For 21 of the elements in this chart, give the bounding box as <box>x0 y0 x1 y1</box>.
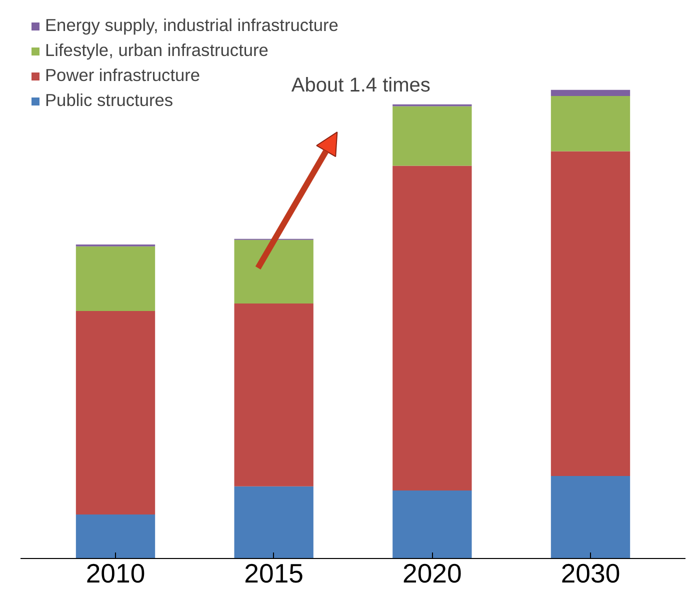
bar <box>550 90 630 96</box>
bar <box>234 486 314 558</box>
x-tick-label: 2015 <box>244 558 304 588</box>
bar <box>76 246 156 312</box>
bar <box>392 166 472 491</box>
legend-label: Public structures <box>45 90 174 111</box>
legend-label: Energy supply, industrial infrastructure <box>45 15 338 36</box>
bar <box>76 514 156 558</box>
legend-label: Lifestyle, urban infrastructure <box>45 40 268 61</box>
bar <box>392 490 472 558</box>
x-tick-label: 2030 <box>560 558 620 588</box>
legend-label: Power infrastructure <box>45 65 200 86</box>
bar <box>234 304 314 486</box>
x-tick-label: 2010 <box>86 558 146 588</box>
x-tick-label: 2020 <box>402 558 462 588</box>
bar <box>550 476 630 558</box>
bar <box>550 151 630 476</box>
bar <box>76 311 156 514</box>
bar <box>550 96 630 152</box>
bar <box>392 106 472 166</box>
annotation: About 1.4 times <box>291 74 430 96</box>
